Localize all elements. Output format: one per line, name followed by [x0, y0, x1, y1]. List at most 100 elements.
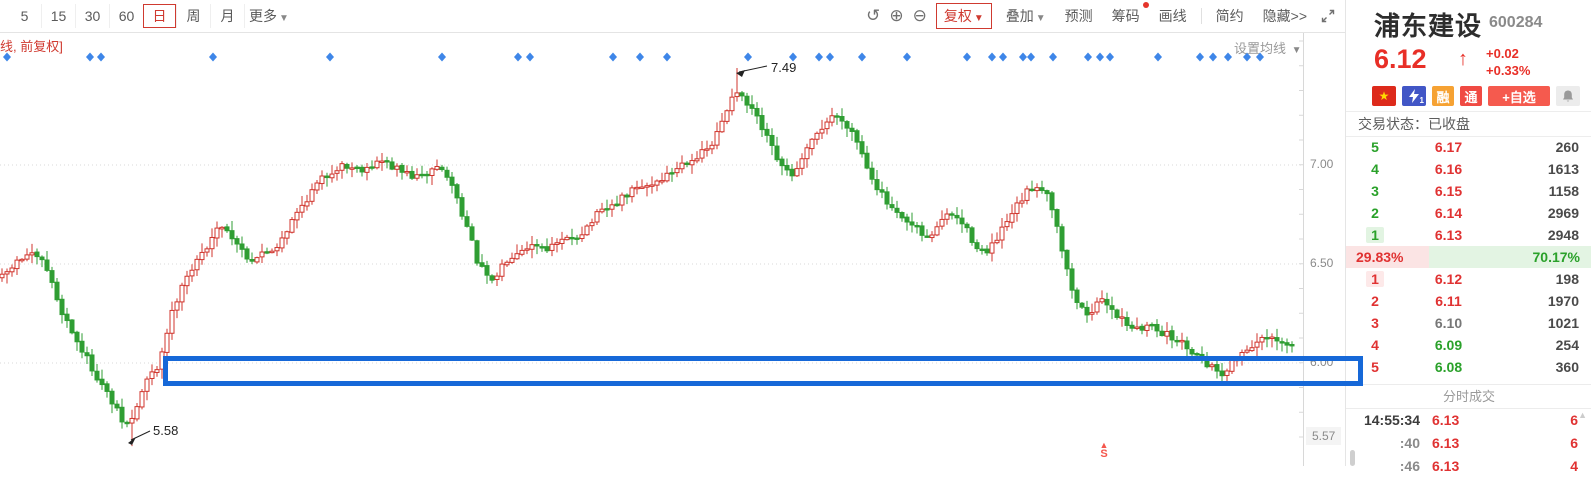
- bid-quantity: 1970: [1547, 293, 1579, 309]
- axis-min-label: 5.57: [1306, 427, 1342, 445]
- chart-toolbar: 5 15 30 60 日周月更多 ▼ ↺ ⊕ ⊖ 复权 ▼ 叠加 ▼ 预测 筹码 画线 简约 …: [0, 0, 1345, 33]
- ask-quantity: 1158: [1548, 183, 1579, 199]
- bid-levels: 1 6.12 198 2 6.11 1970 3 6.10 1021 4 6.09 254 5 6.08 3…: [1346, 268, 1591, 378]
- bid-price: 6.10: [1434, 315, 1463, 331]
- badge-row: ★ 1 融 通 +自选: [1372, 86, 1580, 106]
- trading-status-row: 交易状态：已收盘: [1346, 111, 1591, 137]
- predict-button[interactable]: 预测: [1064, 8, 1093, 24]
- ask-level: 1: [1362, 227, 1388, 243]
- sell-ratio: 29.83%: [1346, 246, 1430, 268]
- hide-button[interactable]: 隐藏>>: [1262, 8, 1307, 24]
- bid-level-row[interactable]: 4 6.09 254: [1346, 334, 1591, 356]
- bid-level-row[interactable]: 3 6.10 1021: [1346, 312, 1591, 334]
- trade-time: 14:55:34: [1363, 411, 1420, 428]
- bid-quantity: 360: [1555, 359, 1579, 375]
- ask-level-row[interactable]: 1 6.13 2948: [1346, 224, 1591, 246]
- period-button-60[interactable]: 60: [109, 4, 143, 28]
- chevron-down-icon: ▼: [1291, 45, 1302, 56]
- period-button-5[interactable]: 5: [20, 8, 29, 24]
- high-price-annotation: 7.49: [771, 60, 797, 75]
- more-periods-button[interactable]: 更多 ▼: [244, 4, 293, 28]
- bid-price: 6.09: [1434, 337, 1463, 353]
- trade-row[interactable]: :40 6.13 6: [1346, 431, 1591, 454]
- trade-row[interactable]: 14:55:34 6.13 6: [1346, 408, 1591, 431]
- bid-level-row[interactable]: 1 6.12 198: [1346, 268, 1591, 290]
- overlay-button[interactable]: 叠加 ▼: [1001, 4, 1051, 28]
- period-button-group: 5 15 30 60 日周月更多 ▼: [8, 3, 293, 29]
- adjust-mode-button[interactable]: 复权 ▼: [935, 3, 992, 29]
- drawn-highlight-rectangle[interactable]: [163, 356, 1363, 386]
- chips-button[interactable]: 筹码: [1107, 2, 1149, 28]
- low-price-annotation: 5.58: [153, 423, 179, 438]
- trade-price: 6.13: [1432, 411, 1460, 428]
- stock-name: 浦东建设: [1374, 11, 1483, 41]
- event-diamonds: [3, 52, 1264, 62]
- buy-sell-ratio-bar: 29.83% 70.17%: [1346, 246, 1591, 268]
- scrollbar-thumb[interactable]: [1350, 450, 1355, 466]
- bid-price: 6.11: [1435, 293, 1462, 309]
- trade-quantity: 6: [1570, 434, 1578, 451]
- simple-mode-button[interactable]: 简约: [1215, 8, 1244, 24]
- price-change-percent: +0.33%: [1486, 63, 1531, 78]
- scroll-up-icon[interactable]: ▲: [1578, 410, 1587, 420]
- buy-ratio: 70.17%: [1429, 246, 1591, 268]
- fullscreen-icon[interactable]: [1321, 9, 1335, 23]
- trade-time: :40: [1399, 434, 1420, 451]
- stock-code: 600284: [1489, 14, 1543, 31]
- time-sales-header: 分时成交: [1346, 384, 1591, 409]
- time-sales-list: 14:55:34 6.13 6:40 6.13 6:46 6.13 4: [1346, 408, 1591, 477]
- undo-icon[interactable]: ↺: [866, 6, 881, 25]
- trade-price: 6.13: [1432, 434, 1460, 451]
- period-button-30[interactable]: 30: [75, 4, 109, 28]
- period-button-月[interactable]: 月: [210, 4, 244, 28]
- kline-chart[interactable]: [0, 0, 1345, 466]
- alert-bell-button[interactable]: [1556, 86, 1580, 106]
- ask-price: 6.16: [1434, 161, 1463, 177]
- last-price: 6.12: [1374, 44, 1427, 74]
- chevron-down-icon: ▼: [973, 13, 984, 24]
- period-button-日[interactable]: 日: [143, 4, 176, 28]
- ma-setting-label: 设置均线: [1234, 41, 1287, 56]
- ma-setting-button[interactable]: 设置均线 ▼: [1234, 38, 1302, 57]
- tool-button-group: ↺ ⊕ ⊖ 复权 ▼ 叠加 ▼ 预测 筹码 画线 简约 隐藏>>: [866, 2, 1335, 29]
- bid-level: 1: [1362, 271, 1388, 287]
- more-label: 更多: [249, 8, 278, 24]
- trade-quantity: 6: [1570, 411, 1578, 428]
- bid-quantity: 1021: [1547, 315, 1579, 331]
- connect-badge: 通: [1460, 86, 1482, 106]
- zoom-out-icon[interactable]: ⊖: [912, 6, 927, 25]
- ask-level-row[interactable]: 5 6.17 260: [1346, 136, 1591, 158]
- bid-quantity: 254: [1555, 337, 1579, 353]
- zoom-in-icon[interactable]: ⊕: [889, 6, 904, 25]
- ask-level-row[interactable]: 2 6.14 2969: [1346, 202, 1591, 224]
- ask-levels: 5 6.17 260 4 6.16 1613 3 6.15 1158 2 6.14 2969 1 6.13…: [1346, 136, 1591, 246]
- trading-status: 交易状态：已收盘: [1358, 116, 1470, 132]
- ask-level-row[interactable]: 3 6.15 1158: [1346, 180, 1591, 202]
- adjust-mode-label: 复权: [943, 8, 972, 24]
- period-button-周[interactable]: 周: [176, 4, 210, 28]
- ask-quantity: 2948: [1547, 227, 1579, 243]
- cn-flag-icon: ★: [1372, 86, 1396, 106]
- annotation-arrows: [128, 65, 768, 445]
- ask-price: 6.17: [1434, 139, 1463, 155]
- gridlines: [0, 33, 1304, 466]
- ask-quantity: 2969: [1547, 205, 1579, 221]
- draw-line-button[interactable]: 画线: [1158, 8, 1187, 24]
- up-triangle-icon: ▲: [1099, 440, 1109, 450]
- ask-level: 3: [1371, 183, 1379, 199]
- period-button-15[interactable]: 15: [41, 4, 75, 28]
- sell-signal-marker: ▲ S: [1097, 440, 1111, 460]
- sell-signal-label: S: [1100, 448, 1108, 460]
- ask-level-row[interactable]: 4 6.16 1613: [1346, 158, 1591, 180]
- bid-level-row[interactable]: 5 6.08 360: [1346, 356, 1591, 378]
- lightning-badge-number: 1: [1419, 96, 1424, 105]
- ask-quantity: 1613: [1547, 161, 1579, 177]
- quote-panel: 浦东建设 600284 6.12 ↑ +0.02 +0.33% ★ 1 融 通 …: [1345, 0, 1591, 474]
- ask-price: 6.13: [1434, 227, 1463, 243]
- bid-level: 5: [1371, 359, 1379, 375]
- add-watchlist-button[interactable]: +自选: [1488, 86, 1550, 106]
- bid-level-row[interactable]: 2 6.11 1970: [1346, 290, 1591, 312]
- toolbar-separator: [1200, 8, 1202, 24]
- ask-level: 4: [1371, 161, 1379, 177]
- candlesticks: [0, 67, 1295, 447]
